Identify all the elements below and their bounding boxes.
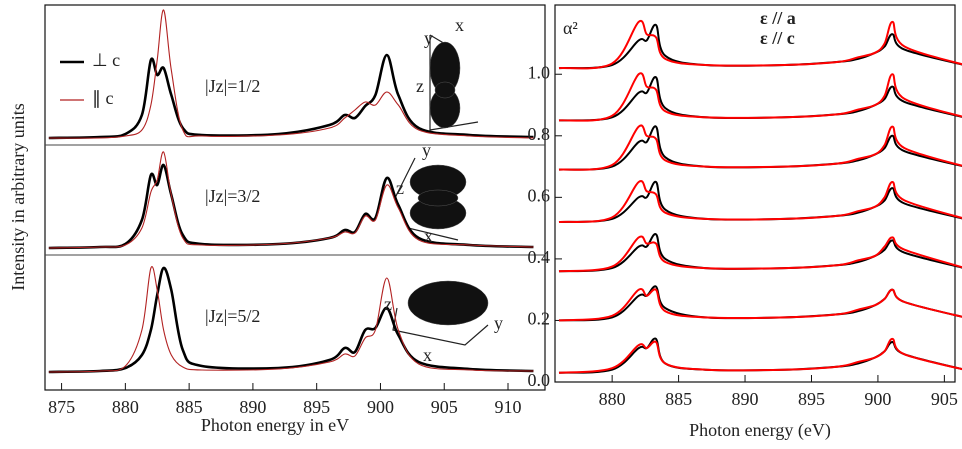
y-tick-label: 0.2 [528,309,551,329]
legend-label: ε // a [760,8,796,28]
inset-axis-label: x [423,345,432,365]
inset-axis-label: y [424,28,433,48]
inset-axis-label: z [384,294,392,314]
block-label: |Jz|=1/2 [205,76,260,96]
spectrum-line [558,288,962,322]
x-tick-label: 875 [48,397,75,417]
inset-2 [394,157,467,241]
spectrum-line [48,9,534,139]
left-frame [44,4,546,391]
x-tick-label: 900 [864,389,891,409]
x-tick-label: 885 [176,397,203,417]
x-tick-label: 880 [599,389,626,409]
spectrum-line [48,266,534,373]
spectrum-line [558,125,962,171]
inset-axis-label: x [455,15,464,35]
x-tick-label: 885 [665,389,692,409]
inset-axis-label: z [396,178,404,198]
x-tick-label: 905 [931,389,958,409]
spectrum-line [558,285,962,322]
spectrum-line [558,72,962,122]
x-tick-label: 910 [495,397,522,417]
spectrum-line [558,124,962,171]
x-tick-label: 895 [303,397,330,417]
x-tick-label: 880 [112,397,139,417]
inset-axis-label: y [422,140,431,160]
right-frame [554,4,956,383]
spectrum-line [48,151,534,249]
y-tick-label: 1.0 [528,62,551,82]
spectrum-line [558,233,962,273]
y-tick-label: 0.8 [528,124,551,144]
inset-axis-label: x [424,226,433,246]
spectrum-line [558,337,962,374]
spectrum-line [558,235,962,273]
legend-label: ∥ c [92,88,114,108]
spectrum-line [558,180,962,223]
inset-axis-label: z [416,76,424,96]
y-axis-label: Intensity in arbitrary units [8,103,28,290]
spectrum-line [48,53,534,140]
x-tick-label: 895 [798,389,825,409]
block-label: |Jz|=3/2 [205,186,260,206]
spectrum-line [558,337,962,374]
inset-1 [429,34,479,131]
x-axis-label: Photon energy in eV [201,415,349,435]
x-tick-label: 900 [367,397,394,417]
inset-3 [392,280,489,346]
y-tick-label: 0.4 [528,247,551,267]
y-tick-label: 0.6 [528,185,551,205]
y-axis-label: α² [563,18,578,38]
legend-label: ⊥ c [92,50,120,70]
spectrum-line [48,266,534,374]
spectrum-line [558,19,962,70]
block-label: |Jz|=5/2 [205,306,260,326]
legend-label: ε // c [760,28,795,48]
spectrum-line [558,180,962,223]
y-tick-label: 0.0 [528,370,551,390]
x-axis-label: Photon energy (eV) [689,420,831,441]
spectrum-line [558,76,962,122]
x-tick-label: 890 [239,397,266,417]
x-tick-label: 905 [431,397,458,417]
inset-axis-label: y [494,313,503,333]
x-tick-label: 890 [732,389,759,409]
